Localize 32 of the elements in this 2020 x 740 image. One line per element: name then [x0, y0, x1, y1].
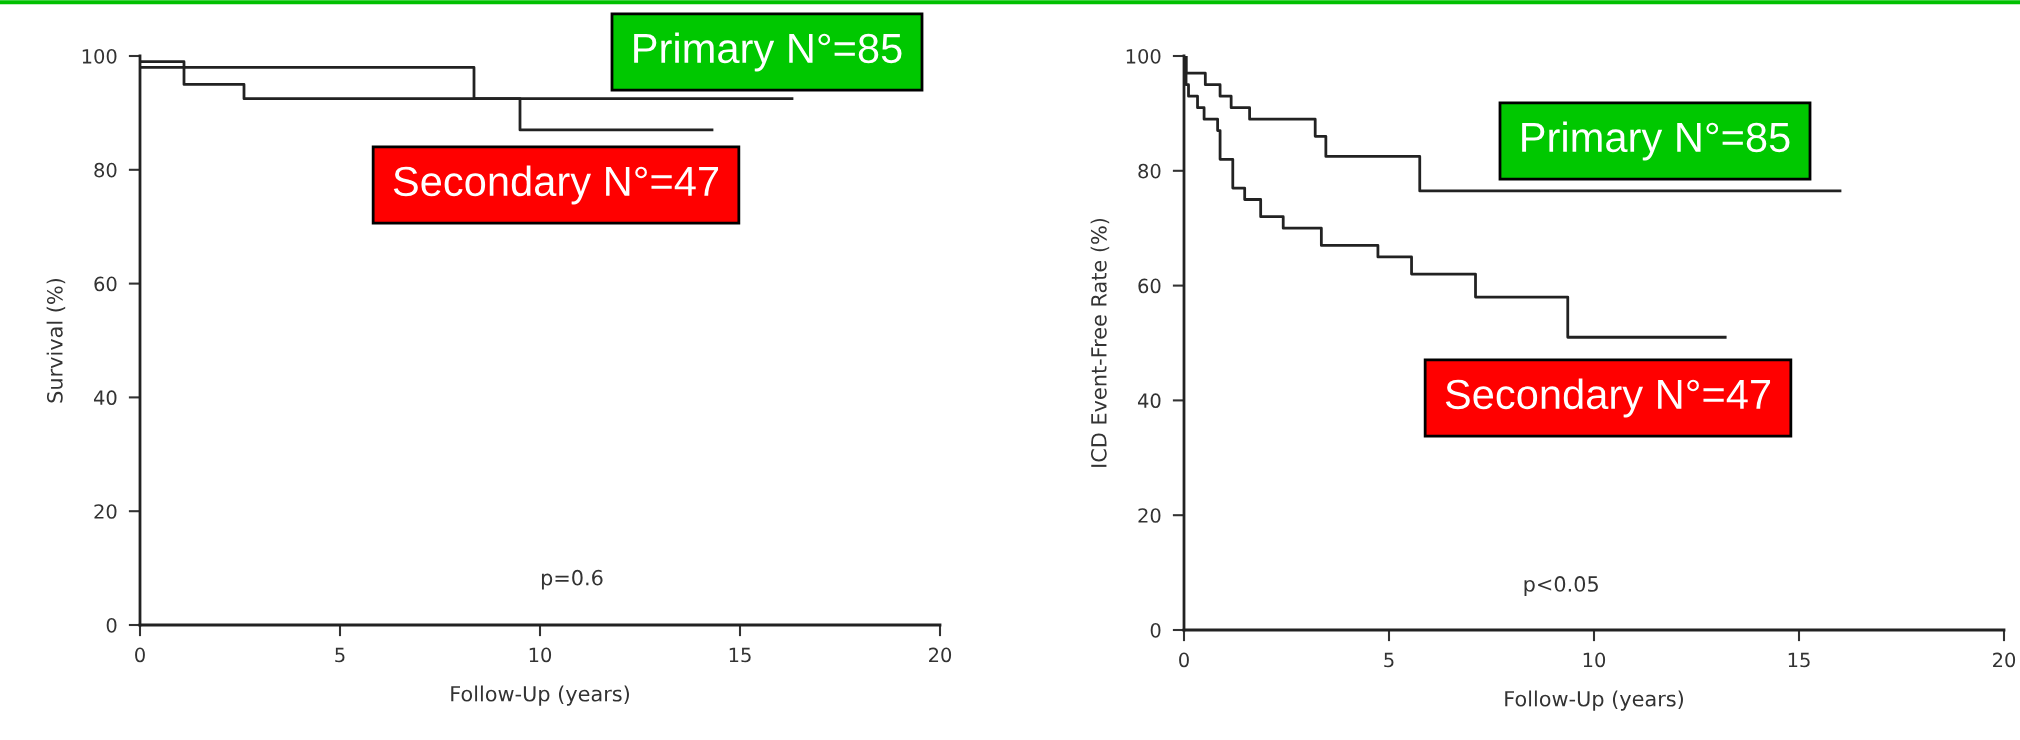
y-tick-label: 20 [94, 504, 117, 519]
x-tick-label: 20 [1993, 652, 2016, 668]
y-tick-label: 80 [94, 162, 117, 178]
annotation: p<0.05 [1524, 576, 1598, 596]
y-axis-title: Survival (%) [46, 278, 66, 403]
y-tick-label: 100 [1126, 48, 1161, 64]
y-tick-label: 60 [94, 276, 117, 292]
x-axis-title: Follow-Up (years) [451, 685, 629, 706]
annotation: Secondary N°=47 [1445, 378, 1771, 418]
x-tick-label: 5 [1384, 652, 1394, 668]
x-tick-label: 10 [1583, 652, 1606, 668]
y-tick-label: 0 [106, 617, 117, 633]
x-tick-label: 0 [1179, 652, 1189, 668]
x-tick-label: 15 [1788, 652, 1810, 668]
annotation: Secondary N°=47 [393, 165, 719, 205]
x-tick-label: 15 [729, 647, 751, 663]
y-tick-label: 20 [1138, 508, 1161, 523]
y-tick-label: 0 [1150, 622, 1161, 638]
x-tick-label: 10 [529, 647, 552, 663]
x-tick-label: 0 [135, 647, 145, 663]
y-axis-title: ICD Event-Free Rate (%) [1090, 218, 1110, 467]
y-tick-label: 100 [82, 48, 117, 64]
annotation: Primary N°=85 [1522, 121, 1790, 161]
y-tick-label: 60 [1138, 278, 1161, 294]
y-tick-label: 80 [1138, 163, 1161, 179]
annotation: Primary N°=85 [634, 32, 902, 72]
annotation: p=0.6 [541, 569, 603, 590]
y-tick-label: 40 [93, 390, 117, 406]
x-axis-title: Follow-Up (years) [1505, 690, 1683, 711]
y-tick-label: 40 [1137, 393, 1161, 409]
x-tick-label: 20 [929, 647, 952, 663]
x-tick-label: 5 [335, 647, 345, 663]
